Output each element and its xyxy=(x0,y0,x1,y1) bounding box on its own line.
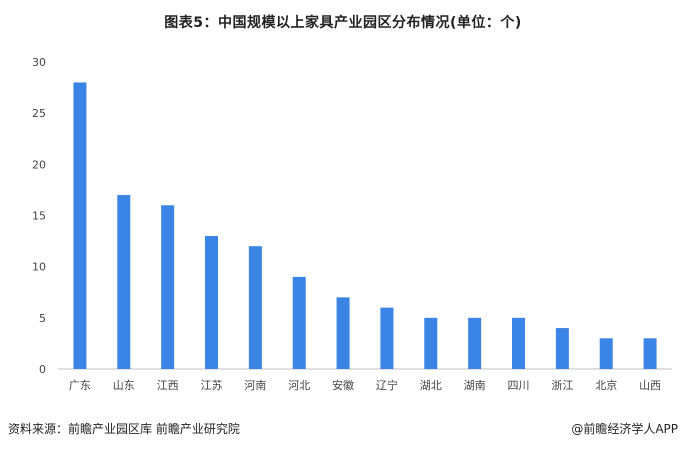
bar-14 xyxy=(643,338,657,369)
x-tick-label: 安徽 xyxy=(332,378,354,392)
x-tick-label: 河南 xyxy=(244,379,266,392)
bar-9 xyxy=(424,317,438,369)
bar-12 xyxy=(555,328,569,369)
x-tick-label: 广东 xyxy=(69,379,91,392)
y-tick-label: 25 xyxy=(32,107,46,120)
bar-2 xyxy=(117,195,131,369)
x-tick-label: 湖南 xyxy=(464,379,486,392)
bar-7 xyxy=(336,297,350,369)
bar-5 xyxy=(248,246,262,369)
x-tick-label: 湖北 xyxy=(420,379,442,392)
y-tick-label: 30 xyxy=(32,56,46,69)
brand-credit: @前瞻经济学人APP xyxy=(571,422,678,436)
bar-6 xyxy=(292,276,306,369)
bar-4 xyxy=(205,235,218,369)
x-tick-label: 江西 xyxy=(157,379,179,392)
bar-11 xyxy=(512,317,525,369)
bar-1 xyxy=(73,82,87,369)
x-tick-label: 山东 xyxy=(113,379,135,392)
y-tick-label: 0 xyxy=(39,363,46,376)
bar-8 xyxy=(380,307,394,369)
y-tick-label: 20 xyxy=(32,158,46,171)
chart-title: 图表5：中国规模以上家具产业园区分布情况(单位：个) xyxy=(164,15,522,31)
x-tick-label: 河北 xyxy=(288,379,310,392)
bar-13 xyxy=(599,338,613,369)
y-tick-label: 15 xyxy=(32,210,46,223)
x-tick-label: 北京 xyxy=(595,378,617,392)
y-tick-label: 10 xyxy=(32,261,46,274)
bar-10 xyxy=(468,317,482,369)
x-tick-label: 江苏 xyxy=(201,379,223,392)
x-tick-label: 浙江 xyxy=(551,379,573,392)
x-tick-label: 山西 xyxy=(639,379,661,392)
y-tick-label: 5 xyxy=(39,312,46,325)
x-tick-label: 辽宁 xyxy=(376,378,398,392)
bar-3 xyxy=(161,205,175,369)
source-note: 资料来源：前瞻产业园区库 前瞻产业研究院 xyxy=(8,422,240,436)
x-tick-label: 四川 xyxy=(508,379,530,392)
